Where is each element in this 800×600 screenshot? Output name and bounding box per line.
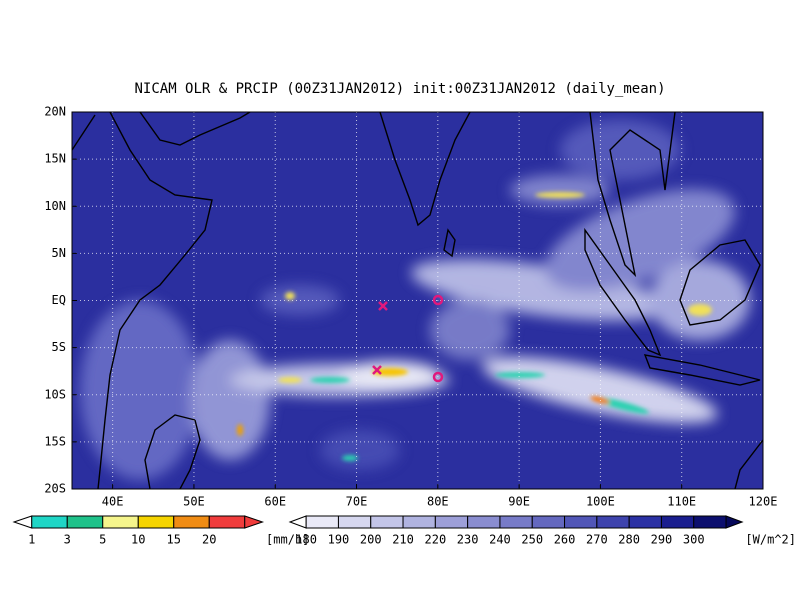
lon-label: 60E — [264, 495, 286, 509]
legend-box — [137, 515, 175, 529]
lat-label: 20S — [44, 482, 66, 496]
legend-box — [693, 515, 727, 529]
legend-box — [102, 515, 139, 529]
legend-arrow — [12, 515, 33, 529]
legend-label: 180 — [295, 533, 317, 547]
legend-label: 20 — [202, 533, 216, 547]
lat-label: 10N — [44, 199, 66, 213]
lat-label: 5S — [52, 340, 66, 354]
lon-label: 110E — [667, 495, 696, 509]
legend-box — [173, 515, 210, 529]
legend-box — [208, 515, 246, 529]
legend-label: 3 — [64, 533, 71, 547]
legend-box — [596, 515, 630, 529]
legend-box — [499, 515, 533, 529]
map-title: NICAM OLR & PRCIP (00Z31JAN2012) init:00… — [134, 81, 665, 97]
axis-labels: 20N 15N 10N 5N EQ 5S 10S 15S 20S 40E 50E 60E 70E 80E 9… — [44, 105, 777, 509]
legend-box — [31, 515, 68, 529]
legend-label: 300 — [683, 533, 705, 547]
legend-box — [402, 515, 436, 529]
legend-label: 1 — [28, 533, 35, 547]
legend-label: 290 — [651, 533, 673, 547]
coastlines — [72, 112, 763, 489]
olr-field — [72, 112, 763, 489]
lon-label: 80E — [427, 495, 449, 509]
lon-label: 90E — [508, 495, 530, 509]
legend-box — [305, 515, 339, 529]
legend-box — [66, 515, 104, 529]
grid — [72, 112, 763, 489]
legend-box — [370, 515, 404, 529]
legend-arrow — [725, 515, 744, 529]
legend-label: 220 — [425, 533, 447, 547]
legend-label: 230 — [457, 533, 479, 547]
legend-label: 280 — [618, 533, 640, 547]
lat-label: 15N — [44, 152, 66, 166]
lon-label: 40E — [102, 495, 124, 509]
legend-label: 250 — [521, 533, 543, 547]
legend-box — [564, 515, 598, 529]
legend-box — [434, 515, 469, 529]
lon-label: 50E — [183, 495, 205, 509]
legends: 1 3 5 10 15 20 [mm/h]180 190 200 210 220 230 240 250 2… — [12, 515, 796, 547]
lat-label: EQ — [52, 293, 66, 307]
legend-label: 10 — [131, 533, 145, 547]
legend-box — [531, 515, 566, 529]
lat-label: 15S — [44, 434, 66, 448]
legend-arrow — [244, 515, 265, 529]
lat-label: 5N — [52, 246, 66, 260]
legend-label: 15 — [167, 533, 181, 547]
legend-unit: [mm/h] — [266, 533, 309, 547]
lon-label: 70E — [346, 495, 368, 509]
legend-label: 200 — [360, 533, 382, 547]
markers — [372, 294, 444, 383]
legend-label: 210 — [392, 533, 414, 547]
legend-box — [337, 515, 372, 529]
legend-label: 5 — [99, 533, 106, 547]
legend-box — [628, 515, 662, 529]
legend-box — [660, 515, 695, 529]
legend-box — [467, 515, 501, 529]
legend-label: 270 — [586, 533, 608, 547]
legend-label: 190 — [328, 533, 350, 547]
legend-label: 240 — [489, 533, 511, 547]
lon-label: 100E — [586, 495, 615, 509]
legend-label: 260 — [554, 533, 576, 547]
legend-unit: [W/m^2] — [745, 533, 796, 547]
lat-label: 20N — [44, 105, 66, 119]
lon-label: 120E — [749, 495, 778, 509]
legend-arrow — [288, 515, 307, 529]
precip-spots — [237, 192, 712, 461]
lat-label: 10S — [44, 387, 66, 401]
